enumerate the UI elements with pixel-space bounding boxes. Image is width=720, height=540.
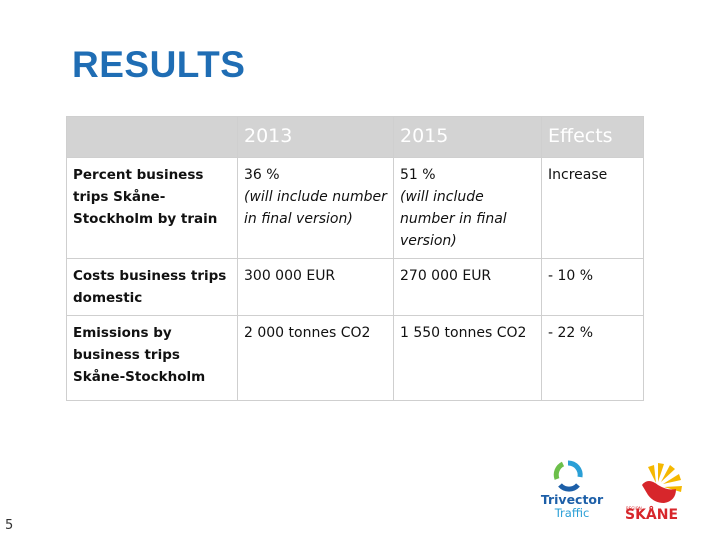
logos: Trivector Traffic REGION SKÅNE bbox=[541, 460, 682, 523]
page-number: 5 bbox=[5, 518, 14, 533]
header-cell: 2015 bbox=[393, 116, 542, 158]
logo-arc bbox=[567, 460, 583, 478]
results-table: 2013 2015 Effects Percent business trips… bbox=[66, 116, 644, 401]
cell: Increase bbox=[541, 157, 644, 259]
row-label: Percent business trips Skåne-Stockholm b… bbox=[66, 157, 238, 259]
cell: 300 000 EUR bbox=[237, 258, 394, 316]
row: Emissions by business trips Skåne-Stockh… bbox=[66, 315, 644, 401]
griffin-shape bbox=[642, 481, 676, 503]
cell: 51 % (will include number in final versio… bbox=[393, 157, 542, 259]
skane-logo: REGION SKÅNE bbox=[625, 463, 682, 523]
cell: - 22 % bbox=[541, 315, 644, 401]
cell: 36 % (will include number in final versio… bbox=[237, 157, 394, 259]
cell: 270 000 EUR bbox=[393, 258, 542, 316]
slide-title: RESULTS bbox=[72, 44, 246, 85]
cell-value: 36 % bbox=[244, 167, 280, 183]
cell-note: (will include number in final version) bbox=[400, 189, 507, 249]
logo-text: Trivector bbox=[541, 492, 604, 507]
logo-arc bbox=[558, 483, 580, 492]
trivector-logo: Trivector Traffic bbox=[541, 460, 604, 520]
logo-text: SKÅNE bbox=[625, 506, 678, 523]
cell: - 10 % bbox=[541, 258, 644, 316]
row: Percent business trips Skåne-Stockholm b… bbox=[66, 157, 644, 259]
header-cell: Effects bbox=[541, 116, 644, 158]
row-label: Costs business trips domestic bbox=[66, 258, 238, 316]
cell: 1 550 tonnes CO2 bbox=[393, 315, 542, 401]
cell-value: 51 % bbox=[400, 167, 436, 183]
cell-note: (will include number in final version) bbox=[244, 189, 387, 227]
sun-rays bbox=[648, 463, 682, 492]
header-cell bbox=[66, 116, 238, 158]
row: Costs business trips domestic 300 000 EU… bbox=[66, 258, 644, 316]
header-row: 2013 2015 Effects bbox=[66, 116, 644, 158]
logo-text: REGION bbox=[626, 506, 642, 511]
header-cell: 2013 bbox=[237, 116, 394, 158]
cell: 2 000 tonnes CO2 bbox=[237, 315, 394, 401]
row-label: Emissions by business trips Skåne-Stockh… bbox=[66, 315, 238, 401]
logo-arc bbox=[553, 461, 565, 480]
logo-text: Traffic bbox=[554, 506, 590, 520]
